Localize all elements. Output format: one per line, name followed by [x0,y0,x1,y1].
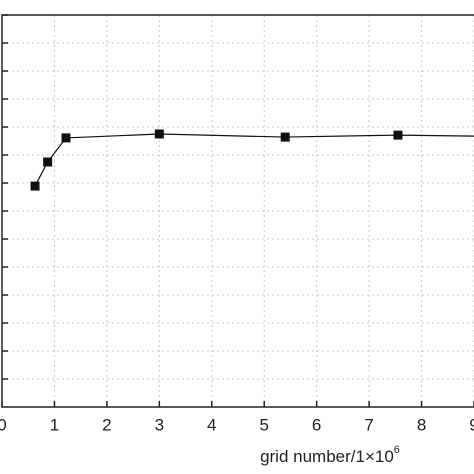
x-tick-label: 0 [0,415,7,434]
marker [280,132,290,142]
marker [43,157,53,167]
x-tick-label: 7 [364,415,373,434]
x-tick-label: 8 [417,415,426,434]
series-line [34,133,474,187]
plot-frame [1,14,474,408]
marker [393,130,403,140]
marker [61,133,71,143]
x-axis-label-exponent: 6 [394,444,400,456]
x-axis-label: grid number/1×106 [260,444,400,467]
x-tick-label: 1 [50,415,59,434]
x-tick-label: 4 [207,415,216,434]
x-tick-label: 3 [155,415,164,434]
x-tick-label: 5 [259,415,268,434]
plot-area [30,129,474,191]
x-axis-label-text: grid number/1×10 [260,447,394,466]
x-tick-label: 2 [102,415,111,434]
marker [154,129,164,139]
x-tick-label: 9 [469,415,474,434]
marker [30,181,40,191]
x-tick-label: 6 [312,415,321,434]
